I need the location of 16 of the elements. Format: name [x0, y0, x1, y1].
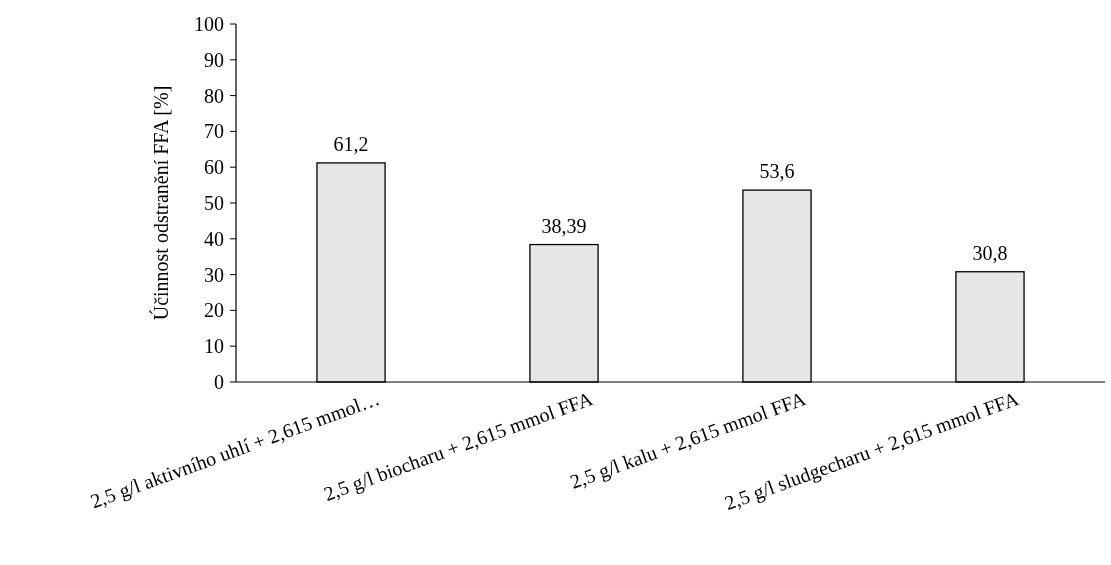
- y-tick-label: 10: [204, 335, 224, 358]
- y-axis-title: Účinnost odstranění FFA [%]: [149, 85, 172, 321]
- y-tick-label: 90: [204, 48, 224, 71]
- y-tick-label: 70: [204, 120, 224, 143]
- y-tick-label: 40: [204, 227, 224, 250]
- data-label: 61,2: [333, 132, 369, 155]
- data-label: 38,39: [541, 214, 587, 237]
- y-tick-label: 0: [214, 371, 224, 393]
- y-tick-label: 20: [204, 299, 224, 322]
- y-tick-label: 80: [204, 84, 224, 107]
- data-label: 53,6: [759, 160, 795, 183]
- y-tick-label: 50: [204, 192, 224, 214]
- data-label: 30,8: [972, 241, 1008, 264]
- y-tick-label: 30: [204, 263, 224, 286]
- y-tick-label: 60: [204, 156, 224, 179]
- y-tick-label: 100: [194, 13, 224, 35]
